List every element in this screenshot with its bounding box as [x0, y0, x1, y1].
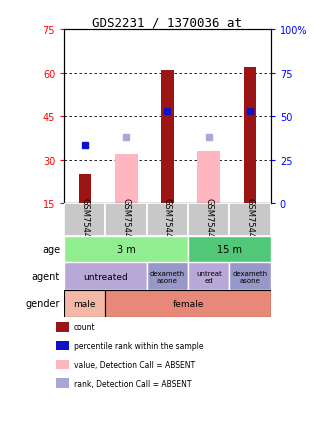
Bar	[229, 263, 271, 291]
Text: GSM75446: GSM75446	[204, 197, 213, 243]
Text: 3 m: 3 m	[117, 245, 136, 254]
Text: untreat
ed: untreat ed	[196, 270, 222, 283]
Title: GDS2231 / 1370036_at: GDS2231 / 1370036_at	[92, 16, 243, 29]
Bar	[188, 263, 229, 291]
Bar	[147, 204, 188, 237]
Text: GSM75445: GSM75445	[122, 197, 131, 243]
Text: percentile rank within the sample: percentile rank within the sample	[74, 342, 203, 350]
Text: dexameth
asone: dexameth asone	[233, 270, 268, 283]
Bar	[229, 204, 271, 237]
Bar	[161, 71, 174, 204]
Text: count: count	[74, 323, 95, 332]
Text: gender: gender	[26, 299, 60, 309]
Bar	[64, 263, 147, 291]
Bar	[64, 291, 105, 317]
Bar	[79, 175, 91, 204]
Bar	[188, 204, 229, 237]
Bar	[188, 237, 271, 263]
Text: dexameth
asone: dexameth asone	[150, 270, 185, 283]
Text: female: female	[172, 299, 204, 308]
Text: GSM75448: GSM75448	[246, 197, 254, 243]
Bar	[115, 155, 137, 204]
Bar	[105, 291, 271, 317]
Text: 15 m: 15 m	[217, 245, 242, 254]
Bar	[64, 204, 105, 237]
Text: agent: agent	[32, 272, 60, 282]
Text: untreated: untreated	[83, 272, 128, 281]
Bar	[64, 237, 188, 263]
Bar	[198, 152, 220, 204]
Text: rank, Detection Call = ABSENT: rank, Detection Call = ABSENT	[74, 379, 191, 388]
Text: GSM75447: GSM75447	[163, 197, 172, 243]
Bar	[147, 263, 188, 291]
Text: GSM75444: GSM75444	[80, 197, 89, 243]
Text: male: male	[74, 299, 96, 308]
Bar	[244, 68, 256, 204]
Bar	[105, 204, 147, 237]
Text: age: age	[42, 245, 60, 254]
Text: value, Detection Call = ABSENT: value, Detection Call = ABSENT	[74, 360, 195, 369]
